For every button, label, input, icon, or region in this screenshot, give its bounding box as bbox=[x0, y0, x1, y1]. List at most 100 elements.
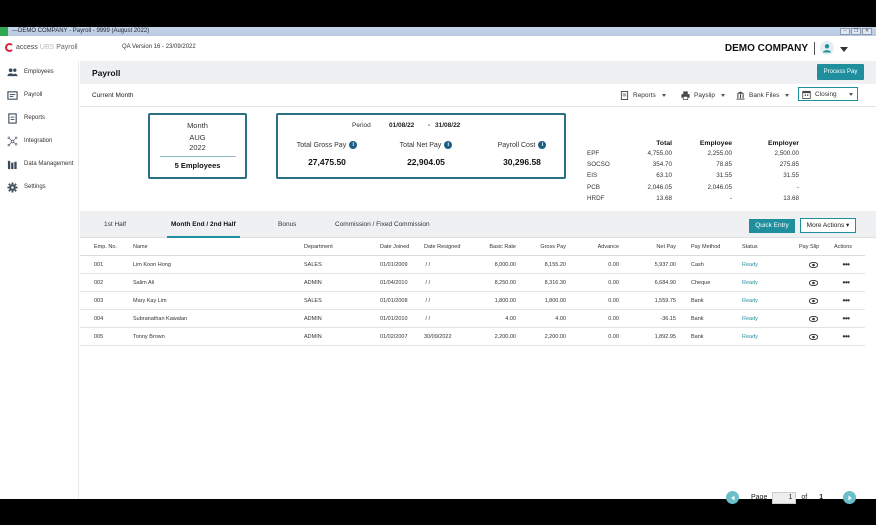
view-payslip-button[interactable] bbox=[804, 256, 822, 273]
row-actions-button[interactable]: ••• bbox=[842, 296, 850, 305]
year-value: 2022 bbox=[189, 143, 206, 152]
sidebar-item-payroll[interactable]: Payroll bbox=[0, 86, 79, 104]
people-icon bbox=[6, 66, 18, 78]
month-summary-card: Month AUG 2022 5 Employees bbox=[148, 113, 247, 179]
total-net-pay-stat: Total Net Pay i 22,904.05 bbox=[381, 141, 471, 167]
calendar-icon bbox=[802, 90, 811, 99]
divider bbox=[159, 156, 236, 157]
contribution-row-socso: SOCSO 354.70 78.85 275.85 bbox=[587, 161, 799, 169]
contribution-row-epf: EPF 4,755.00 2,255.00 2,500.00 bbox=[587, 150, 799, 158]
table-row[interactable]: 004 Subranathan Kawalan ADMIN 01/01/2010… bbox=[80, 310, 865, 328]
chevron-down-icon bbox=[720, 94, 725, 97]
logo-icon bbox=[5, 43, 14, 52]
row-actions-button[interactable]: ••• bbox=[842, 314, 850, 323]
eye-icon bbox=[808, 315, 818, 322]
table-row[interactable]: 005 Tonny Brown ADMIN 01/02/2007 30/09/2… bbox=[80, 328, 865, 346]
payslip-dropdown[interactable]: Payslip bbox=[681, 91, 725, 100]
chevron-down-icon bbox=[661, 94, 666, 97]
sidebar-item-data-management[interactable]: Data Management bbox=[0, 155, 79, 173]
eye-icon bbox=[808, 297, 818, 304]
chevron-right-icon bbox=[848, 495, 852, 500]
sidebar-item-integration[interactable]: Integration bbox=[0, 132, 79, 150]
window-title: ---DEMO COMPANY - Payroll - 9999 (August… bbox=[12, 28, 150, 34]
chevron-left-icon bbox=[730, 495, 734, 500]
view-payslip-button[interactable] bbox=[804, 328, 822, 345]
period-from: 01/08/22 bbox=[389, 122, 415, 129]
table-row[interactable]: 003 Mary Kay Lim SALES 01/01/2008 / / 1,… bbox=[80, 292, 865, 310]
restore-button[interactable]: ❐ bbox=[851, 28, 861, 35]
sidebar-item-settings[interactable]: Settings bbox=[0, 178, 79, 196]
reports-dropdown[interactable]: Reports bbox=[620, 91, 666, 100]
page-title: Payroll bbox=[92, 68, 121, 78]
info-icon[interactable]: i bbox=[444, 141, 453, 149]
payroll-table: Emp. No. Name Department Date Joined Dat… bbox=[80, 239, 865, 346]
page-header: Payroll Process Pay bbox=[80, 61, 876, 84]
bank-icon bbox=[736, 91, 745, 100]
row-actions-button[interactable]: ••• bbox=[842, 260, 850, 269]
info-icon[interactable]: i bbox=[349, 141, 358, 149]
row-actions-button[interactable]: ••• bbox=[842, 278, 850, 287]
month-value: AUG bbox=[189, 133, 206, 142]
logo: access UBS Payroll bbox=[5, 43, 78, 52]
current-month-label: Current Month bbox=[92, 92, 134, 99]
minimize-button[interactable]: – bbox=[840, 28, 850, 35]
tab-month-end-2nd-half[interactable]: Month End / 2nd Half bbox=[167, 211, 240, 238]
period-summary-card: Period 01/08/22 - 31/08/22 Total Gross P… bbox=[276, 113, 566, 179]
status-badge: Ready bbox=[742, 297, 758, 304]
status-badge: Ready bbox=[742, 333, 758, 340]
row-actions-button[interactable]: ••• bbox=[842, 332, 850, 341]
contribution-row-pcb: PCB 2,046.05 2,046.05- bbox=[587, 183, 799, 191]
tab-1st-half[interactable]: 1st Half bbox=[104, 221, 127, 228]
period-label: Period bbox=[352, 122, 371, 129]
quick-entry-button[interactable]: Quick Entry bbox=[749, 219, 795, 233]
status-badge: Ready bbox=[742, 279, 758, 286]
next-page-button[interactable] bbox=[843, 491, 857, 504]
sidebar-item-reports[interactable]: Reports bbox=[0, 109, 79, 127]
tab-commission[interactable]: Commission / Fixed Commission bbox=[335, 221, 430, 228]
integration-icon bbox=[6, 135, 18, 147]
more-actions-dropdown[interactable]: More Actions ▾ bbox=[800, 218, 856, 233]
gear-icon bbox=[6, 181, 18, 193]
info-icon[interactable]: i bbox=[538, 141, 547, 149]
closing-dropdown[interactable]: Closing bbox=[798, 87, 858, 101]
status-badge: Ready bbox=[742, 261, 758, 268]
report-icon bbox=[6, 112, 18, 124]
version-label: QA Version 16 - 23/09/2022 bbox=[122, 44, 196, 50]
sidebar: Employees Payroll Reports Integration Da… bbox=[0, 61, 79, 499]
view-payslip-button[interactable] bbox=[804, 292, 822, 309]
eye-icon bbox=[808, 279, 818, 286]
sidebar-item-employees[interactable]: Employees bbox=[0, 63, 79, 81]
total-gross-pay-stat: Total Gross Pay i 27,475.50 bbox=[282, 141, 372, 167]
page-toolbar: Current Month Reports Payslip Bank Files… bbox=[80, 84, 876, 107]
status-badge: Ready bbox=[742, 315, 758, 322]
tab-bonus[interactable]: Bonus bbox=[278, 221, 297, 228]
page-label: Page bbox=[751, 494, 768, 501]
table-row[interactable]: 002 Salim Ali ADMIN 01/04/2010 / / 8,250… bbox=[80, 274, 865, 292]
view-payslip-button[interactable] bbox=[804, 310, 822, 327]
contribution-row-eis: EIS 63.10 31.55 31.55 bbox=[587, 172, 799, 180]
user-avatar[interactable] bbox=[820, 41, 834, 55]
statutory-contributions: Total Employee Employer EPF 4,755.00 2,255… bbox=[587, 138, 807, 204]
payroll-cost-stat: Payroll Cost i 30,296.58 bbox=[477, 141, 567, 167]
payroll-tabs: 1st Half Month End / 2nd Half Bonus Comm… bbox=[80, 211, 876, 238]
app-icon bbox=[0, 27, 8, 36]
process-pay-button[interactable]: Process Pay bbox=[817, 64, 864, 80]
employee-count: 5 Employees bbox=[174, 161, 221, 170]
of-label: of bbox=[801, 494, 808, 501]
chevron-down-icon bbox=[785, 94, 790, 97]
view-payslip-button[interactable] bbox=[804, 274, 822, 291]
bank-files-dropdown[interactable]: Bank Files bbox=[736, 91, 790, 100]
close-button[interactable]: ✕ bbox=[862, 28, 872, 35]
prev-page-button[interactable] bbox=[726, 491, 739, 504]
page-number-input[interactable]: 1 bbox=[772, 491, 797, 504]
app-header: access UBS Payroll QA Version 16 - 23/09… bbox=[0, 36, 876, 61]
contribution-row-hrdf: HRDF 13.68-13.68 bbox=[587, 194, 799, 202]
company-name: DEMO COMPANY bbox=[724, 43, 808, 54]
user-menu-chevron-down-icon[interactable] bbox=[840, 47, 848, 52]
eye-icon bbox=[808, 261, 818, 268]
pagination: Page 1 of 1 bbox=[726, 490, 857, 505]
payroll-icon bbox=[6, 89, 18, 101]
table-row[interactable]: 001 Lim Koon Hong SALES 01/01/2009 / / 8… bbox=[80, 256, 865, 274]
window-titlebar: ---DEMO COMPANY - Payroll - 9999 (August… bbox=[0, 27, 876, 36]
period-to: 31/08/22 bbox=[435, 122, 461, 129]
